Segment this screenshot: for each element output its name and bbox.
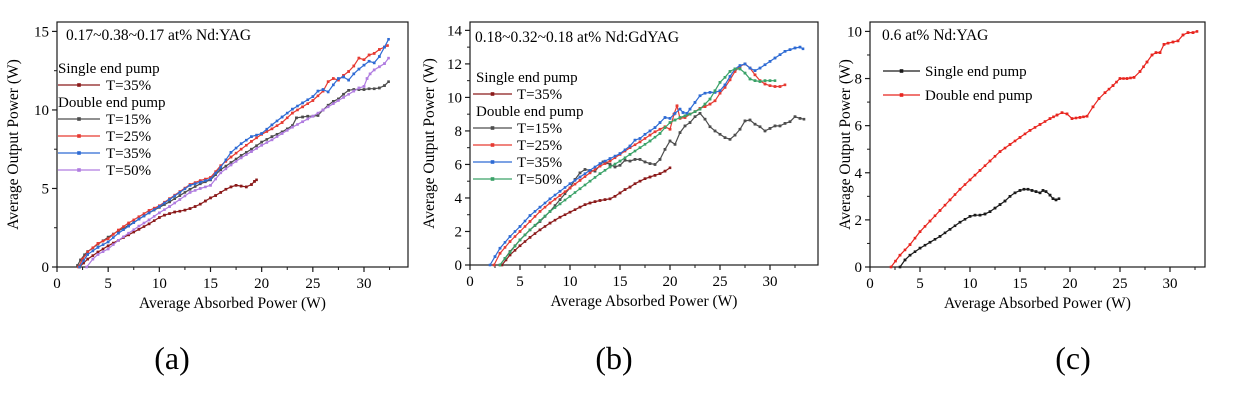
svg-text:Average Absorbed Power (W): Average Absorbed Power (W)	[551, 293, 738, 310]
svg-text:5: 5	[916, 276, 924, 292]
svg-text:15: 15	[613, 274, 628, 290]
svg-text:Average Output Power (W): Average Output Power (W)	[837, 59, 854, 230]
svg-text:15: 15	[203, 276, 218, 292]
svg-text:0: 0	[42, 260, 50, 276]
svg-text:30: 30	[763, 274, 778, 290]
svg-text:Average Absorbed Power (W): Average Absorbed Power (W)	[944, 295, 1131, 312]
svg-text:T=35%: T=35%	[106, 78, 151, 94]
panel-label-b: (b)	[595, 340, 633, 376]
svg-text:T=25%: T=25%	[517, 138, 562, 154]
svg-text:20: 20	[254, 276, 269, 292]
svg-text:Single end pump: Single end pump	[476, 70, 578, 86]
chart-panel-b: 0 5 10 15 20 25 30 0 2 4 6 8 10 12 14 Average Absorbed …	[421, 21, 819, 310]
svg-text:30: 30	[356, 276, 371, 292]
svg-text:T=25%: T=25%	[106, 129, 151, 145]
svg-text:0.17~0.38~0.17 at% Nd:YAG: 0.17~0.38~0.17 at% Nd:YAG	[66, 27, 251, 44]
svg-text:2: 2	[855, 213, 863, 229]
svg-text:10: 10	[847, 24, 862, 40]
svg-text:T=35%: T=35%	[517, 87, 562, 103]
svg-text:4: 4	[455, 191, 463, 207]
chart-panel-c: 0 5 10 15 20 25 30 0 2 4 6 8 10 Average Absorbed Powe…	[837, 21, 1206, 312]
svg-text:0: 0	[855, 260, 863, 276]
svg-text:5: 5	[516, 274, 524, 290]
svg-text:20: 20	[663, 274, 678, 290]
svg-text:T=35%: T=35%	[106, 146, 151, 162]
panel-label-a: (a)	[154, 340, 190, 376]
svg-text:0.18~0.32~0.18 at% Nd:GdYAG: 0.18~0.32~0.18 at% Nd:GdYAG	[475, 29, 679, 46]
svg-text:10: 10	[563, 274, 578, 290]
chart-panel-a: 0 5 10 15 20 25 30 0 5 10 15 Average Absorbed Power…	[5, 21, 409, 312]
svg-text:15: 15	[1013, 276, 1028, 292]
svg-text:T=50%: T=50%	[517, 172, 562, 188]
svg-text:5: 5	[42, 181, 50, 197]
svg-text:8: 8	[455, 124, 463, 140]
svg-text:Average Output Power (W): Average Output Power (W)	[421, 58, 438, 229]
svg-text:25: 25	[1113, 276, 1128, 292]
svg-text:10: 10	[963, 276, 978, 292]
svg-text:0.6 at% Nd:YAG: 0.6 at% Nd:YAG	[882, 27, 988, 44]
svg-text:6: 6	[455, 157, 463, 173]
svg-text:Average Absorbed Power (W): Average Absorbed Power (W)	[139, 295, 326, 312]
svg-text:Single end pump: Single end pump	[58, 61, 160, 77]
svg-text:T=50%: T=50%	[106, 163, 151, 179]
svg-text:Double end pump: Double end pump	[58, 95, 165, 111]
svg-text:14: 14	[447, 23, 463, 39]
svg-text:Average Output Power (W): Average Output Power (W)	[5, 59, 22, 230]
svg-text:Single end pump: Single end pump	[925, 64, 1027, 80]
svg-text:12: 12	[447, 57, 462, 73]
svg-text:10: 10	[152, 276, 167, 292]
svg-text:25: 25	[713, 274, 728, 290]
svg-text:10: 10	[34, 103, 49, 119]
svg-text:Double end pump: Double end pump	[925, 88, 1032, 104]
svg-text:6: 6	[855, 119, 863, 135]
svg-text:30: 30	[1163, 276, 1178, 292]
svg-text:10: 10	[447, 90, 462, 106]
svg-text:0: 0	[466, 274, 474, 290]
svg-text:T=15%: T=15%	[106, 112, 151, 128]
panel-label-c: (c)	[1055, 340, 1091, 376]
svg-text:25: 25	[305, 276, 320, 292]
svg-text:0: 0	[53, 276, 61, 292]
svg-text:4: 4	[855, 166, 863, 182]
svg-text:Double end pump: Double end pump	[476, 104, 583, 120]
svg-text:5: 5	[104, 276, 112, 292]
svg-text:0: 0	[455, 258, 463, 274]
svg-text:T=35%: T=35%	[517, 155, 562, 171]
svg-text:15: 15	[34, 24, 49, 40]
svg-text:0: 0	[866, 276, 874, 292]
svg-text:2: 2	[455, 224, 463, 240]
svg-text:8: 8	[855, 72, 863, 88]
svg-text:T=15%: T=15%	[517, 121, 562, 137]
svg-text:20: 20	[1063, 276, 1078, 292]
